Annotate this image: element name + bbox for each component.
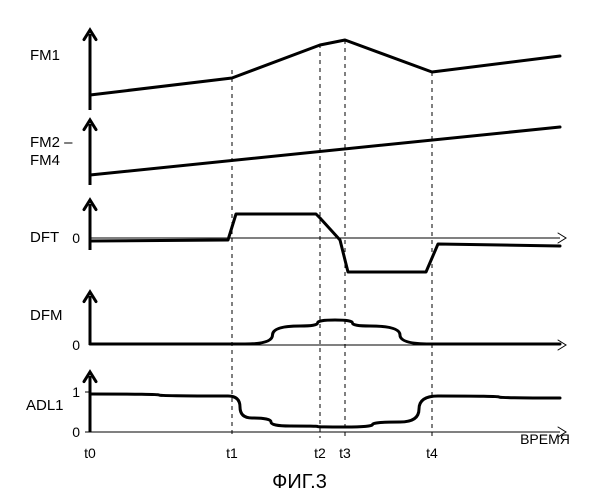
time-tick-t4: t4 (426, 445, 438, 461)
panel-label: FM4 (30, 152, 60, 169)
panel-label: ADL1 (26, 397, 64, 414)
y-tick-1: 1 (72, 384, 80, 400)
y-tick-0: 0 (72, 424, 80, 440)
x-axis-label: ВРЕМЯ (520, 431, 570, 447)
panel-label: DFM (30, 307, 63, 324)
y-tick-label: 0 (72, 337, 80, 353)
panel-label: FM1 (30, 47, 60, 64)
figure-caption: ФИГ.3 (272, 471, 327, 493)
time-tick-t2: t2 (314, 445, 326, 461)
time-tick-t1: t1 (226, 445, 238, 461)
panel-label: FM2 – (30, 134, 73, 151)
time-tick-t0: t0 (84, 445, 96, 461)
time-tick-t3: t3 (339, 445, 351, 461)
panel-label: DFT (30, 229, 59, 246)
y-tick-label: 0 (72, 230, 80, 246)
